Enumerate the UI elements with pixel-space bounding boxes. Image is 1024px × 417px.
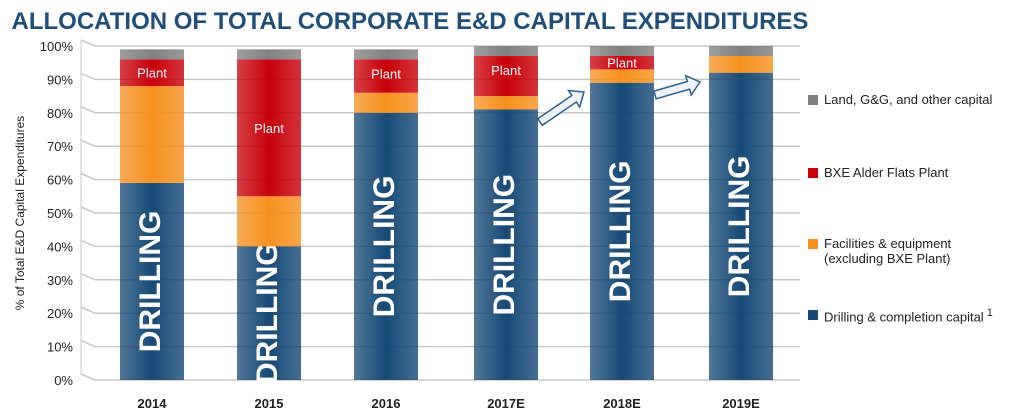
bar-segment	[474, 96, 538, 110]
bar-segment	[237, 59, 301, 197]
bar-segment	[120, 182, 184, 380]
bar-segment	[590, 82, 654, 381]
y-tick-label: 50%	[47, 206, 73, 221]
legend-swatch	[808, 95, 818, 105]
x-tick-label: 2018E	[603, 396, 641, 411]
arrow-icon	[652, 74, 702, 100]
bar-segment	[354, 59, 418, 93]
y-tick-label: 10%	[47, 340, 73, 355]
y-tick-label: 0%	[54, 373, 73, 388]
arrow-icon	[536, 89, 585, 127]
bar-label-drilling: DRILLING	[488, 174, 521, 316]
legend-label: Drilling & completion capital 1	[824, 307, 993, 325]
gridline	[80, 273, 800, 281]
gridline	[80, 206, 800, 214]
bar-segment	[709, 46, 773, 57]
gridline	[80, 139, 800, 147]
gridline	[80, 239, 800, 248]
y-tick-label: 60%	[47, 173, 73, 188]
footnote-marker: 1	[983, 307, 993, 319]
legend-label: Land, G&G, and other capital	[824, 92, 993, 107]
bar-label-plant: Plant	[491, 63, 521, 78]
x-tick-label: 2019E	[722, 396, 760, 411]
bar-label-plant: Plant	[137, 66, 167, 81]
y-tick-label: 40%	[47, 239, 73, 254]
bar-label-drilling: DRILLING	[368, 176, 401, 318]
bar-segment	[237, 196, 301, 247]
legend-item: BXE Alder Flats Plant	[808, 165, 948, 180]
bar-segment	[590, 69, 654, 83]
bar-label-plant: Plant	[254, 121, 284, 136]
legend-swatch	[808, 168, 818, 178]
bar-segment	[354, 112, 418, 381]
bar-label-drilling: DRILLING	[251, 242, 284, 384]
bar-segment	[120, 49, 184, 60]
legend-swatch	[808, 310, 818, 320]
bar-segment	[120, 86, 184, 183]
y-tick-label: 100%	[40, 39, 74, 54]
legend-item: Facilities & equipment (excluding BXE Pla…	[808, 236, 951, 266]
bar-segment	[354, 49, 418, 60]
bar-segment	[590, 56, 654, 70]
y-tick-label: 80%	[47, 106, 73, 121]
bar-segment	[709, 72, 773, 380]
y-tick-label: 20%	[47, 306, 73, 321]
legend-item: Drilling & completion capital 1	[808, 307, 993, 324]
bar-label-plant: Plant	[607, 56, 637, 71]
y-tick-label: 70%	[47, 139, 73, 154]
legend-item: Land, G&G, and other capital	[808, 92, 992, 107]
y-tick-label: 90%	[47, 72, 73, 87]
bar-segment	[474, 56, 538, 97]
legend-label: Facilities & equipment (excluding BXE Pla…	[824, 236, 952, 266]
bar-label-drilling: DRILLING	[723, 156, 756, 298]
gridline	[80, 373, 800, 381]
y-axis-label: % of Total E&D Capital Expenditures	[13, 116, 27, 311]
gridline	[80, 72, 800, 81]
bar-segment	[474, 109, 538, 381]
bar-segment	[474, 46, 538, 57]
gridline	[80, 39, 800, 47]
gridline	[80, 339, 800, 348]
x-tick-label: 2015	[255, 396, 284, 411]
bar-segment	[590, 46, 654, 57]
bar-segment	[237, 246, 301, 380]
chart-title: ALLOCATION OF TOTAL CORPORATE E&D CAPITA…	[11, 8, 809, 35]
bar-segment	[709, 56, 773, 73]
bar-label-drilling: DRILLING	[134, 211, 167, 353]
x-tick-label: 2014	[138, 396, 168, 411]
legend-swatch	[808, 239, 818, 249]
gridline	[80, 172, 800, 181]
gridline	[80, 106, 800, 114]
x-tick-label: 2017E	[487, 396, 525, 411]
bar-label-drilling: DRILLING	[604, 161, 637, 303]
bar-label-plant: Plant	[371, 66, 401, 81]
x-tick-label: 2016	[372, 396, 401, 411]
legend-label: BXE Alder Flats Plant	[824, 165, 949, 180]
gridline	[80, 306, 800, 314]
bar-segment	[120, 59, 184, 87]
bar-segment	[354, 92, 418, 113]
bar-segment	[237, 49, 301, 60]
y-tick-label: 30%	[47, 273, 73, 288]
